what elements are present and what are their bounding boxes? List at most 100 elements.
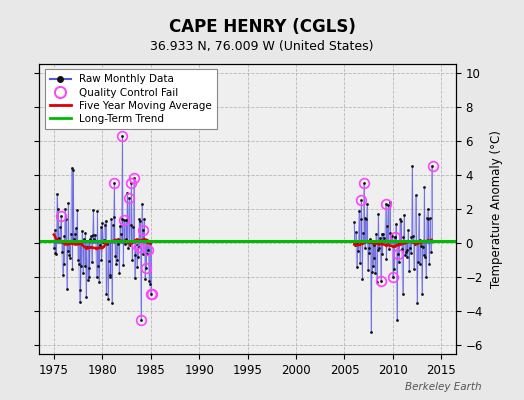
Point	[133, 263, 141, 270]
Point	[407, 234, 416, 240]
Point	[75, 299, 84, 305]
Point	[422, 274, 430, 280]
Point	[427, 249, 435, 255]
Point	[95, 279, 103, 286]
Point	[102, 291, 111, 298]
Point	[361, 244, 369, 251]
Point	[104, 296, 112, 303]
Point	[80, 263, 89, 270]
Point	[147, 291, 155, 298]
Point	[50, 227, 59, 234]
Point	[410, 266, 418, 272]
Point	[118, 132, 127, 139]
Point	[418, 291, 426, 298]
Point	[392, 221, 400, 227]
Point	[89, 206, 97, 213]
Point	[412, 240, 421, 247]
Point	[416, 237, 424, 243]
Point	[119, 262, 127, 268]
Point	[71, 225, 80, 231]
Point	[51, 250, 60, 256]
Point	[63, 248, 72, 254]
Point	[143, 237, 151, 243]
Point	[61, 205, 69, 212]
Point	[56, 224, 64, 230]
Point	[362, 216, 370, 222]
Point	[401, 248, 410, 255]
Point	[82, 294, 90, 300]
Point	[59, 260, 68, 267]
Point	[146, 280, 154, 287]
Point	[99, 239, 107, 245]
Point	[74, 257, 82, 263]
Point	[406, 244, 414, 251]
Point	[380, 235, 388, 242]
Point	[368, 263, 377, 269]
Point	[77, 263, 85, 269]
Point	[74, 261, 83, 268]
Point	[356, 216, 365, 222]
Point	[88, 259, 96, 266]
Point	[58, 248, 66, 255]
Point	[375, 245, 384, 251]
Point	[79, 270, 87, 276]
Point	[72, 238, 81, 244]
Point	[367, 329, 375, 335]
Point	[116, 223, 124, 229]
Point	[54, 238, 63, 244]
Point	[106, 274, 115, 280]
Point	[389, 274, 397, 280]
Point	[423, 215, 431, 222]
Point	[388, 233, 396, 239]
Point	[380, 238, 389, 244]
Point	[136, 218, 145, 224]
Point	[98, 219, 106, 226]
Point	[425, 261, 433, 267]
Point	[77, 287, 85, 293]
Point	[115, 270, 124, 276]
Point	[90, 236, 99, 242]
Point	[368, 269, 376, 275]
Point	[397, 218, 405, 225]
Point	[120, 217, 128, 224]
Point	[56, 234, 64, 241]
Point	[387, 230, 396, 237]
Point	[69, 166, 78, 173]
Point	[398, 245, 406, 252]
Point	[110, 180, 118, 187]
Point	[382, 256, 390, 262]
Point	[355, 208, 363, 214]
Point	[84, 264, 93, 271]
Point	[113, 236, 122, 242]
Point	[87, 233, 95, 240]
Point	[135, 243, 143, 250]
Point	[92, 238, 100, 244]
Point	[352, 264, 361, 270]
Point	[67, 231, 75, 238]
Point	[407, 250, 415, 256]
Point	[57, 213, 66, 219]
Point	[59, 272, 67, 278]
Point	[417, 242, 425, 249]
Point	[85, 273, 94, 280]
Point	[389, 266, 398, 273]
Point	[71, 230, 79, 237]
Point	[416, 261, 424, 267]
Text: 36.933 N, 76.009 W (United States): 36.933 N, 76.009 W (United States)	[150, 40, 374, 53]
Point	[396, 216, 405, 222]
Point	[141, 264, 150, 271]
Point	[365, 245, 373, 251]
Point	[105, 272, 114, 278]
Point	[114, 241, 123, 247]
Point	[381, 201, 390, 207]
Point	[400, 212, 408, 218]
Point	[372, 230, 380, 237]
Legend: Raw Monthly Data, Quality Control Fail, Five Year Moving Average, Long-Term Tren: Raw Monthly Data, Quality Control Fail, …	[45, 69, 217, 129]
Point	[83, 244, 91, 250]
Point	[371, 270, 379, 276]
Point	[378, 251, 387, 258]
Point	[351, 241, 359, 248]
Point	[104, 258, 113, 264]
Point	[92, 274, 101, 280]
Point	[111, 252, 119, 259]
